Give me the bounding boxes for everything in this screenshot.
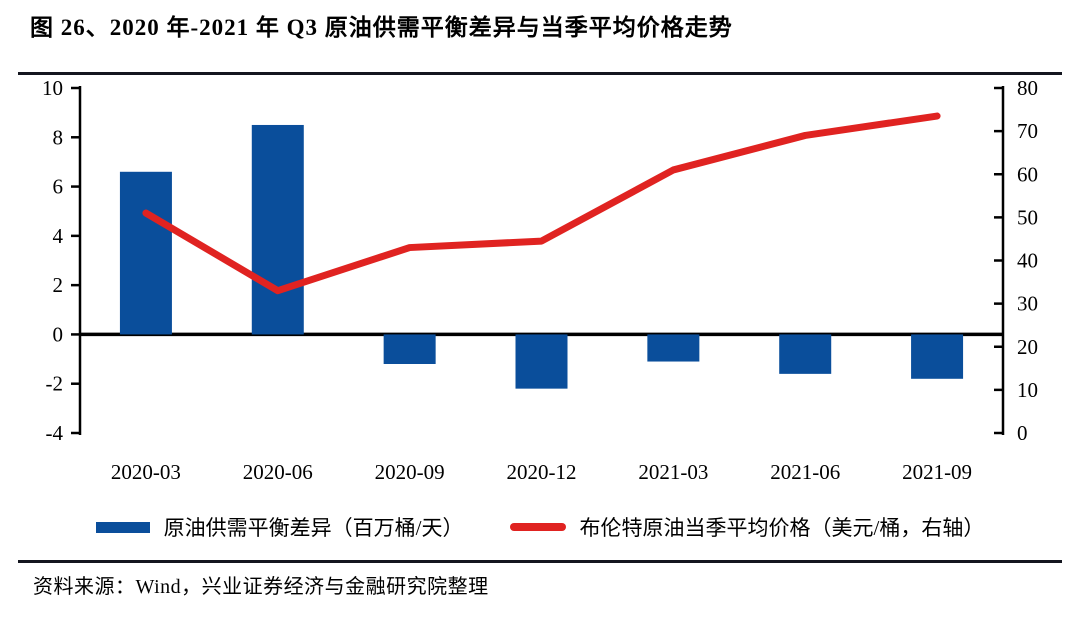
legend-item-balance: 原油供需平衡差异（百万桶/天） <box>95 512 464 542</box>
y-axis-left-label: 0 <box>53 322 64 346</box>
y-axis-right-label: 20 <box>1017 335 1038 359</box>
bar-2021-09 <box>911 334 964 379</box>
y-axis-right-label: 80 <box>1017 76 1038 100</box>
legend-label-balance: 原油供需平衡差异（百万桶/天） <box>163 516 464 540</box>
y-axis-right-label: 50 <box>1017 205 1038 229</box>
legend-item-price: 布伦特原油当季平均价格（美元/桶，右轴） <box>509 512 985 542</box>
x-label-2021-09: 2021-09 <box>902 460 972 484</box>
y-axis-right-label: 40 <box>1017 249 1038 273</box>
title-divider <box>18 72 1062 75</box>
bar-2020-09 <box>383 334 436 364</box>
y-axis-left-label: 6 <box>53 175 64 199</box>
bar-2020-03 <box>119 171 172 335</box>
x-label-2020-03: 2020-03 <box>111 460 181 484</box>
y-axis-right-label: 70 <box>1017 119 1038 143</box>
bar-series-swatch <box>95 521 150 533</box>
y-axis-right-label: 10 <box>1017 378 1038 402</box>
bar-2021-03 <box>647 334 700 362</box>
y-axis-right-label: 30 <box>1017 292 1038 316</box>
x-label-2020-09: 2020-09 <box>375 460 445 484</box>
y-axis-left-label: 2 <box>53 273 64 297</box>
y-axis-left-label: -2 <box>46 372 64 396</box>
line-series-swatch <box>509 523 566 531</box>
x-label-2020-06: 2020-06 <box>243 460 313 484</box>
page-title: 图 26、2020 年-2021 年 Q3 原油供需平衡差异与当季平均价格走势 <box>30 15 733 40</box>
bar-2020-06 <box>251 124 304 335</box>
legend-label-price: 布伦特原油当季平均价格（美元/桶，右轴） <box>579 516 985 540</box>
y-axis-left-label: 10 <box>42 76 63 100</box>
y-axis-left-label: -4 <box>46 421 64 445</box>
x-label-2020-12: 2020-12 <box>507 460 577 484</box>
y-axis-left-label: 8 <box>53 125 64 149</box>
y-axis-left-label: 4 <box>53 224 64 248</box>
source-divider <box>18 560 1062 563</box>
x-label-2021-03: 2021-03 <box>638 460 708 484</box>
y-axis-right-label: 60 <box>1017 162 1038 186</box>
chart-legend: 原油供需平衡差异（百万桶/天） 布伦特原油当季平均价格（美元/桶，右轴） <box>0 512 1080 542</box>
bar-2020-12 <box>515 334 568 389</box>
y-axis-right-label: 0 <box>1017 421 1028 445</box>
source-note: 资料来源：Wind，兴业证券经济与金融研究院整理 <box>33 576 489 598</box>
bar-2021-06 <box>779 334 832 374</box>
x-label-2021-06: 2021-06 <box>770 460 840 484</box>
price-line <box>142 112 941 295</box>
